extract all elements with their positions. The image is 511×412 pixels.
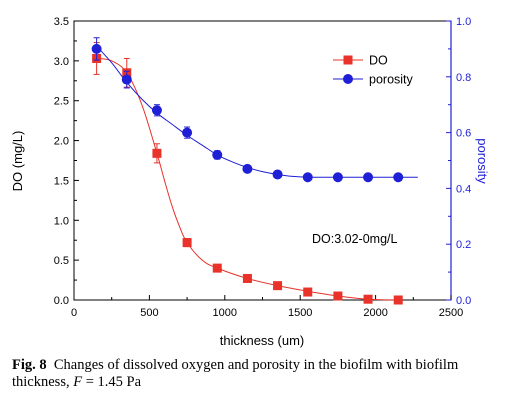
x-axis-title: thickness (um) (220, 333, 305, 348)
series-layer (91, 37, 418, 305)
series-DO-point-9 (363, 294, 373, 304)
y-axis-right-title: porosity (475, 138, 490, 184)
x-axis: 0 500 1000 1500 2000 2500 (71, 295, 463, 319)
series-porosity-point-0 (91, 43, 102, 54)
caption-formula-value: = 1.45 Pa (82, 374, 142, 390)
caption-text: Changes of dissolved oxygen and porosity… (12, 357, 459, 390)
legend-porosity-label: porosity (369, 73, 414, 87)
series-DO-point-4 (212, 263, 222, 273)
y-left-tick-label-1: 0.5 (54, 255, 69, 267)
series-DO-point-10 (393, 295, 403, 305)
x-tick-label-5: 2500 (439, 307, 463, 319)
legend: DO porosity (333, 54, 414, 87)
y-right-tick-label-4: 0.8 (456, 72, 471, 84)
y-right-tick-label-2: 0.4 (456, 183, 471, 195)
series-porosity-point-5 (242, 163, 253, 174)
x-tick-label-4: 2000 (363, 307, 387, 319)
x-tick-label-1: 500 (140, 307, 158, 319)
y-left-tick-label-3: 1.5 (54, 175, 69, 187)
figure-caption: Fig. 8 Changes of dissolved oxygen and p… (12, 357, 502, 391)
y-right-tick-label-0: 0.0 (456, 295, 471, 307)
plot-frame (73, 20, 452, 301)
series-DO-point-8 (333, 291, 343, 301)
series-DO-point-2 (152, 148, 162, 158)
series-DO (92, 42, 403, 305)
series-porosity-point-9 (363, 172, 374, 183)
series-porosity-point-8 (332, 172, 343, 183)
y-axis-left-title: DO (mg/L) (10, 131, 25, 192)
y-left-tick-label-7: 3.5 (54, 16, 69, 28)
legend-DO-marker (343, 55, 353, 65)
series-DO-point-6 (273, 281, 283, 291)
series-DO-point-5 (242, 273, 252, 283)
x-tick-label-0: 0 (71, 307, 77, 319)
series-porosity-point-7 (302, 172, 313, 183)
plot-border (73, 20, 452, 301)
x-tick-label-3: 1500 (288, 307, 312, 319)
series-porosity-point-2 (151, 105, 162, 116)
caption-formula-variable: F (73, 374, 83, 390)
y-right-tick-label-1: 0.2 (456, 239, 471, 251)
y-axis-right: 0.0 0.2 0.4 0.6 0.8 1.0 (446, 16, 471, 307)
legend-porosity-marker (343, 74, 353, 84)
y-axis-left: 0.0 0.5 1.0 1.5 2.0 2.5 3.0 3.5 (54, 16, 79, 307)
series-porosity-point-4 (212, 149, 223, 160)
series-DO-line (96, 57, 399, 301)
y-left-tick-label-2: 1.0 (54, 215, 69, 227)
annotation-text: DO:3.02-0mg/L (312, 232, 398, 246)
series-porosity-point-6 (272, 169, 283, 180)
y-right-tick-label-3: 0.6 (456, 128, 471, 140)
y-left-tick-label-6: 3.0 (54, 56, 69, 68)
series-porosity-point-1 (121, 74, 132, 85)
y-left-tick-label-0: 0.0 (54, 295, 69, 307)
series-porosity-point-10 (393, 172, 404, 183)
y-right-tick-label-5: 1.0 (456, 16, 471, 28)
series-DO-point-3 (182, 238, 192, 248)
series-porosity (91, 37, 418, 183)
y-left-tick-label-5: 2.5 (54, 96, 69, 108)
caption-label: Fig. 8 (12, 357, 47, 373)
legend-DO-label: DO (369, 54, 388, 68)
chart: 0 500 1000 1500 2000 2500 0.0 0.5 1.0 1.5 2.0 2.5 3… (10, 16, 490, 348)
y-left-tick-label-4: 2.0 (54, 136, 69, 148)
x-tick-label-2: 1000 (213, 307, 237, 319)
series-porosity-point-3 (182, 127, 193, 138)
series-DO-point-7 (303, 287, 313, 297)
